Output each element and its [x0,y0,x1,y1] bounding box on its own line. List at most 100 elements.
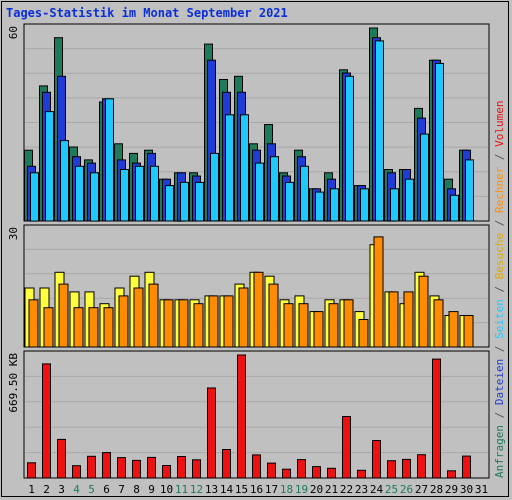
x-tick-label: 11 [175,483,188,496]
x-tick-label: 2 [43,483,50,496]
x-tick-label: 12 [190,483,203,496]
bar-rechner-day-6 [103,307,114,348]
x-tick-label: 17 [265,483,278,496]
bar-rechner-day-3 [58,283,69,348]
bar-seiten-day-9 [150,165,159,222]
bar-volumen-day-24 [372,440,381,479]
bar-rechner-day-29 [448,311,459,348]
x-tick-label: 13 [205,483,218,496]
x-tick-label: 27 [415,483,428,496]
bar-rechner-day-14 [223,295,234,348]
x-tick-label: 30 [460,483,473,496]
bar-volumen-day-15 [237,354,246,479]
bar-rechner-day-26 [403,291,414,348]
bar-seiten-day-17 [270,156,279,222]
bar-rechner-day-13 [208,295,219,348]
bar-volumen-day-11 [177,456,186,479]
bar-seiten-day-27 [420,133,429,222]
x-tick-label: 18 [280,483,293,496]
bar-seiten-day-15 [240,114,249,222]
y-axis-label-top: 60 [7,26,20,39]
bar-volumen-day-26 [402,458,411,479]
bar-volumen-day-28 [432,358,441,479]
x-tick-label: 25 [385,483,398,496]
legend-segment: Besuche [493,233,506,279]
bar-volumen-day-7 [117,457,126,479]
bar-volumen-day-20 [312,466,321,479]
bar-seiten-day-19 [300,165,309,222]
bar-seiten-day-29 [450,194,459,222]
bar-volumen-day-3 [57,438,66,479]
legend-segment: / [493,213,506,233]
bar-seiten-day-30 [465,159,474,222]
bar-rechner-day-22 [343,299,354,348]
bar-rechner-day-8 [133,287,144,348]
bar-seiten-day-10 [165,185,174,222]
legend-segment: Seiten [493,299,506,339]
bar-seiten-day-21 [330,188,339,222]
bar-rechner-day-16 [253,271,264,348]
x-tick-label: 8 [133,483,140,496]
bar-rechner-day-24 [373,236,384,348]
x-tick-label: 19 [295,483,308,496]
x-tick-label: 1 [28,483,35,496]
x-tick-label: 24 [370,483,384,496]
bar-rechner-day-12 [193,303,204,348]
bar-seiten-day-28 [435,62,444,222]
bar-volumen-day-13 [207,387,216,479]
bar-volumen-day-9 [147,456,156,479]
legend-segment: / [493,339,506,359]
legend-segment: Dateien [493,359,506,405]
bar-rechner-day-21 [328,303,339,348]
bar-rechner-day-28 [433,299,444,348]
bar-seiten-day-20 [315,191,324,222]
bar-volumen-day-18 [282,468,291,479]
legend-segment: / [493,405,506,425]
bar-rechner-day-20 [313,311,324,348]
bar-rechner-day-25 [388,291,399,348]
bar-seiten-day-25 [390,188,399,222]
bar-rechner-day-1 [28,299,39,348]
bar-seiten-day-1 [30,172,39,222]
y-axis-label-bottom: 669.50 KB [7,353,20,413]
x-tick-label: 9 [148,483,155,496]
bar-seiten-day-7 [120,169,129,222]
x-tick-label: 5 [88,483,95,496]
bar-volumen-day-29 [447,470,456,479]
x-tick-label: 26 [400,483,413,496]
bar-rechner-day-9 [148,283,159,348]
right-legend: Anfragen / Dateien / Seiten / Besuche / … [493,100,506,478]
bar-volumen-day-8 [132,459,141,479]
x-tick-label: 31 [475,483,488,496]
bar-volumen-day-23 [357,469,366,479]
bar-volumen-day-1 [27,462,36,479]
bar-seiten-day-2 [45,111,54,222]
bar-seiten-day-13 [210,152,219,222]
bar-rechner-day-10 [163,299,174,348]
bar-seiten-day-5 [90,172,99,222]
bar-volumen-day-5 [87,455,96,479]
x-tick-label: 10 [160,483,173,496]
bar-volumen-day-21 [327,467,336,479]
bar-volumen-day-27 [417,454,426,479]
bar-rechner-day-11 [178,299,189,348]
bar-seiten-day-23 [360,188,369,222]
bar-seiten-day-4 [75,165,84,222]
chart-title: Tages-Statistik im Monat September 2021 [6,6,288,20]
legend-segment: / [493,279,506,299]
bar-seiten-day-22 [345,75,354,222]
bar-volumen-day-12 [192,459,201,479]
x-tick-label: 4 [73,483,80,496]
bar-seiten-day-12 [195,181,204,222]
bar-rechner-day-7 [118,295,129,348]
bar-volumen-day-16 [252,454,261,479]
bar-seiten-day-14 [225,114,234,222]
x-tick-label: 23 [355,483,368,496]
bar-seiten-day-3 [60,140,69,222]
bar-volumen-day-14 [222,449,231,479]
x-tick-label: 6 [103,483,110,496]
bar-rechner-day-15 [238,287,249,348]
